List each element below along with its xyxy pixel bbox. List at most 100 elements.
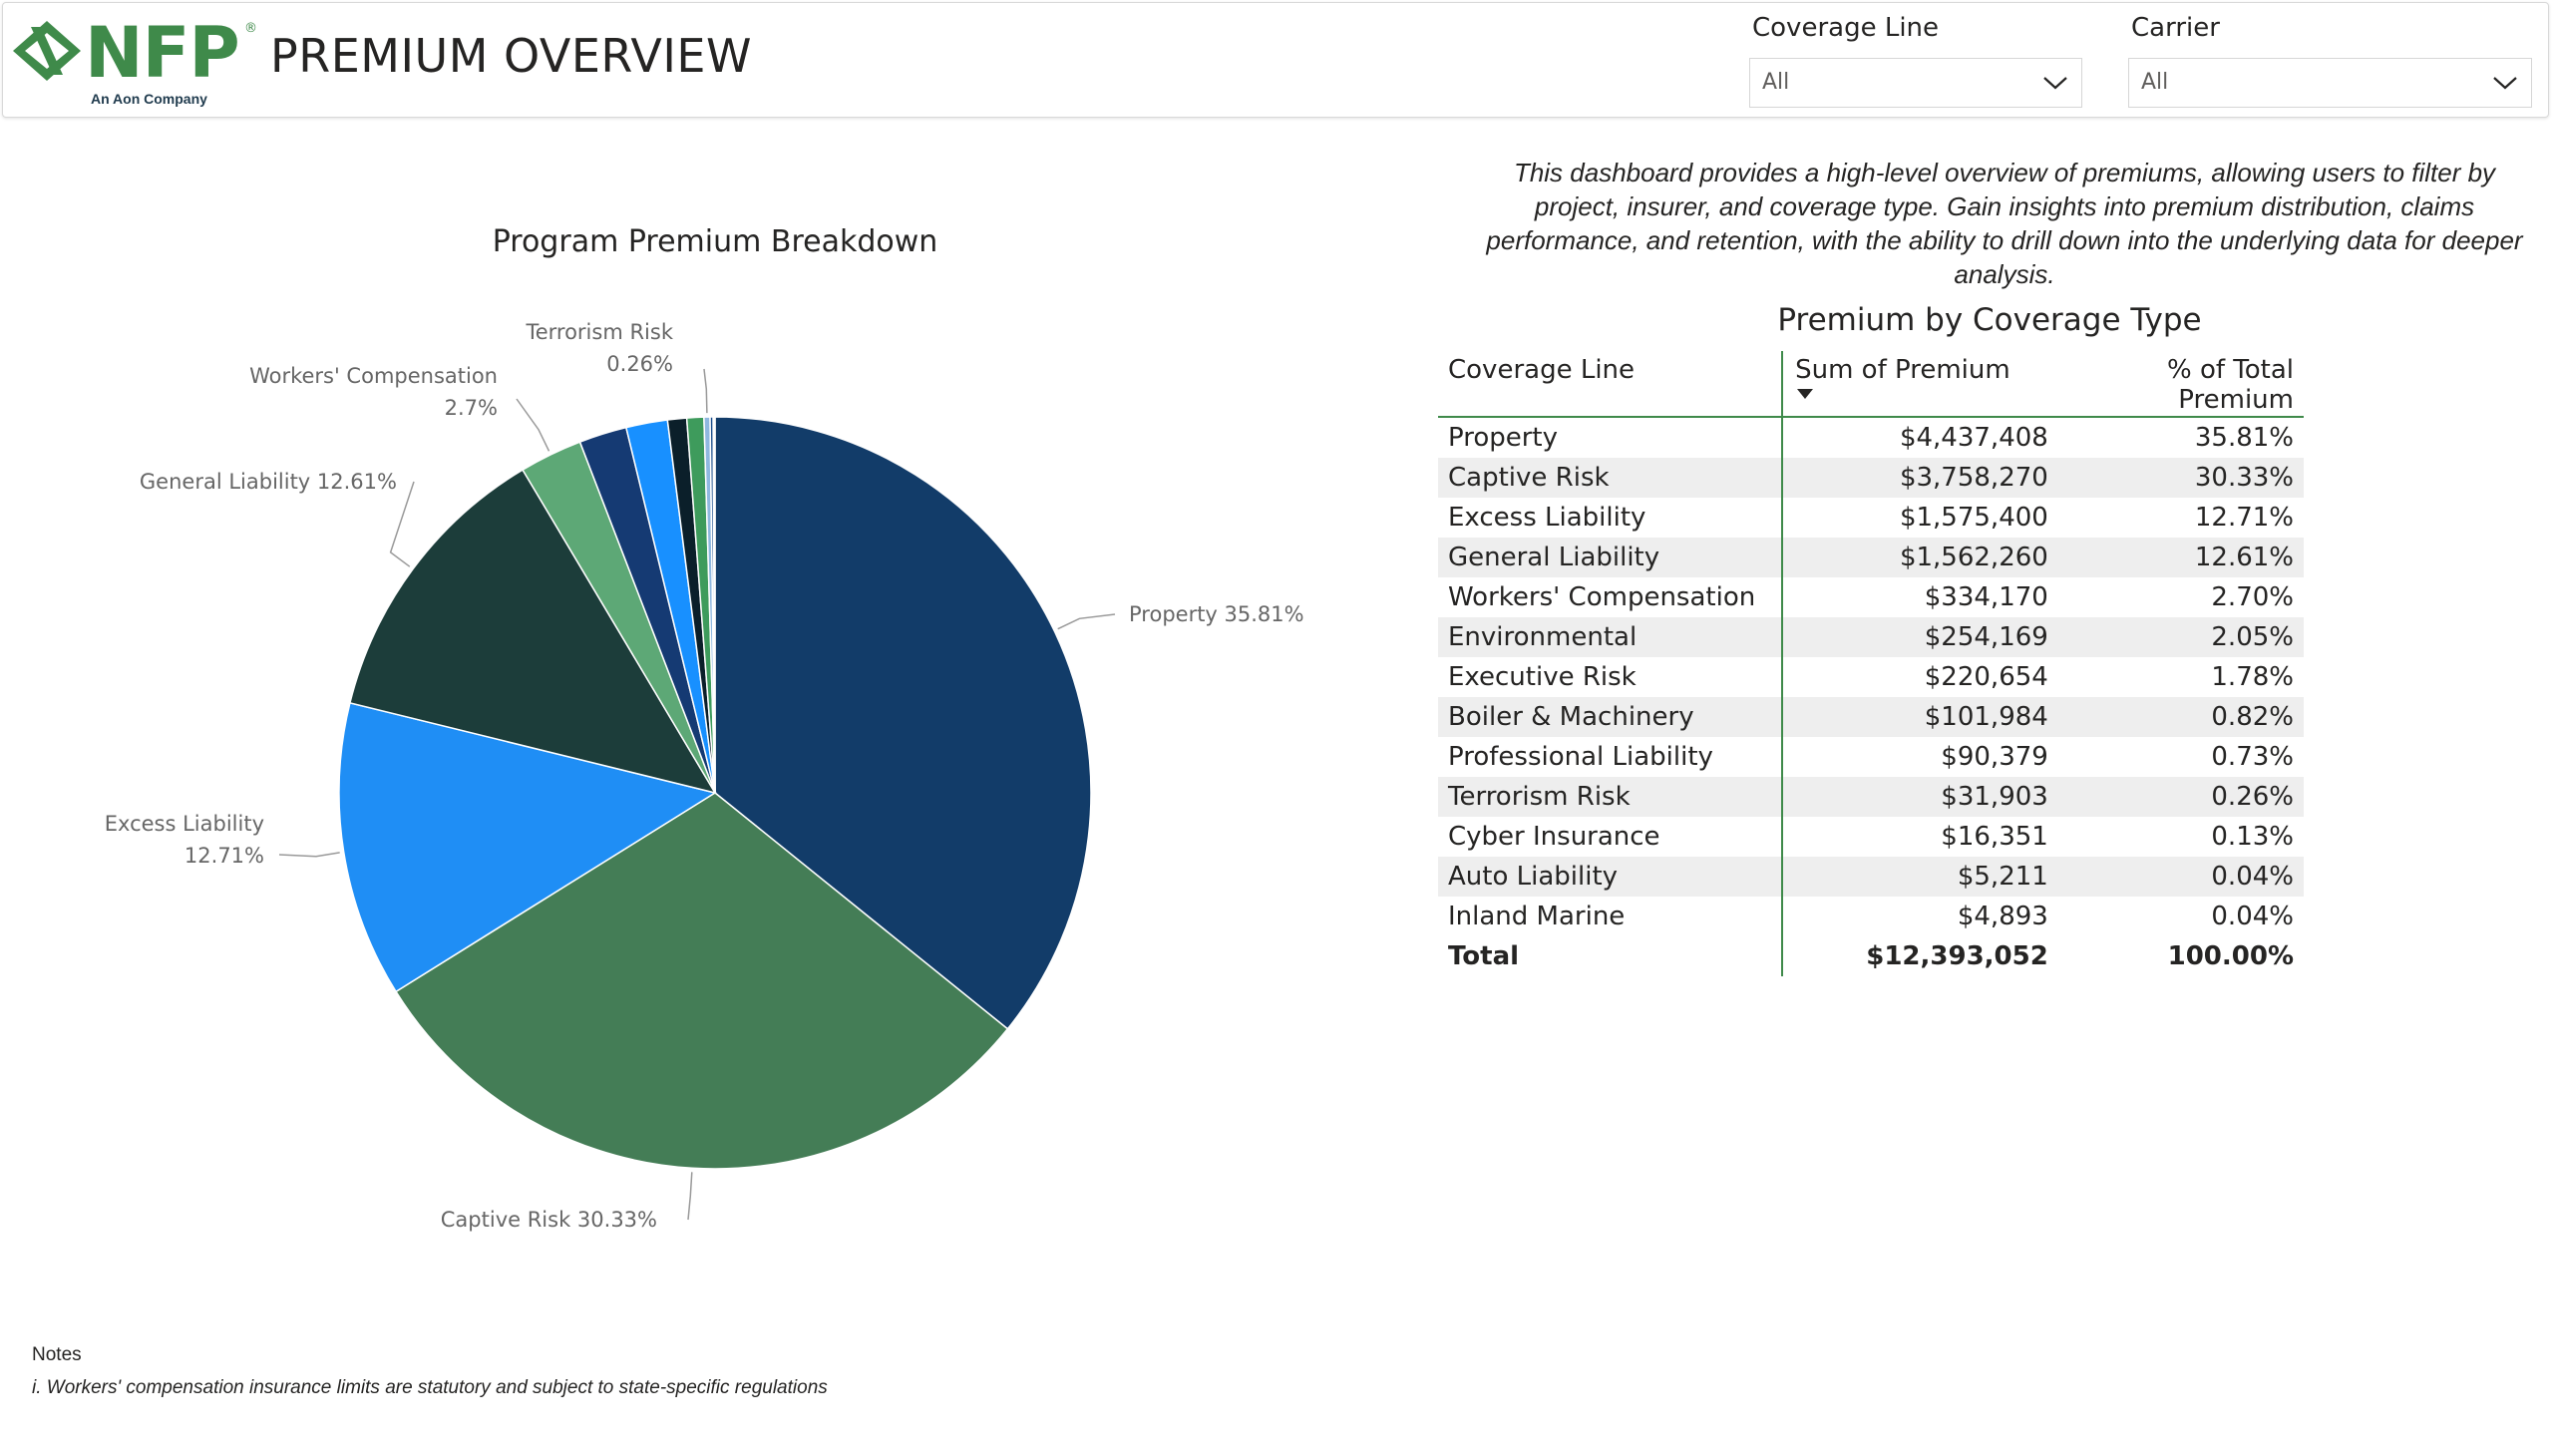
table-row[interactable]: General Liability $1,562,260 12.61% <box>1438 538 2304 577</box>
cell-coverage-line: Excess Liability <box>1438 498 1784 538</box>
coverage-line-filter-value: All <box>1762 70 1790 95</box>
leader-line <box>703 368 708 414</box>
coverage-line-filter-label: Coverage Line <box>1752 13 1940 43</box>
cell-pct-total-premium: 12.71% <box>2194 503 2294 533</box>
table-title: Premium by Coverage Type <box>1777 302 2202 338</box>
coverage-line-filter-dropdown[interactable]: All <box>1749 58 2082 108</box>
pie-labels: Property 35.81% Captive Risk 30.33% Excess… <box>105 320 1304 1232</box>
nfp-logo: NFP ® An Aon Company <box>11 13 257 111</box>
slice-label-line: 12.71% <box>184 844 264 868</box>
total-pct-total-premium: 100.00% <box>2167 941 2294 971</box>
table-row[interactable]: Captive Risk $3,758,270 30.33% <box>1438 458 2304 498</box>
leader-line <box>389 481 415 567</box>
cell-sum-of-premium: $220,654 <box>1924 662 2048 692</box>
cell-sum-of-premium: $1,575,400 <box>1899 503 2048 533</box>
slice-label: Workers' Compensation 2.7% <box>249 364 498 420</box>
cell-coverage-line: Environmental <box>1438 617 1784 657</box>
header-bar: NFP ® An Aon Company PREMIUM OVERVIEW Co… <box>2 2 2549 118</box>
table-row[interactable]: Executive Risk $220,654 1.78% <box>1438 657 2304 697</box>
sort-descending-icon <box>1797 389 1814 399</box>
leader-line <box>1057 613 1116 630</box>
cell-sum-of-premium: $4,437,408 <box>1899 423 2048 453</box>
leader-line <box>278 852 340 858</box>
slice-label-line: Workers' Compensation <box>249 364 498 388</box>
table-row[interactable]: Professional Liability $90,379 0.73% <box>1438 737 2304 777</box>
cell-sum-of-premium: $90,379 <box>1941 742 2048 772</box>
slice-label-line: 0.26% <box>606 352 673 376</box>
premium-by-coverage-table: Coverage Line Sum of Premium % of Total … <box>1438 351 2304 976</box>
column-header-sum-of-premium-label: Sum of Premium <box>1795 355 2010 385</box>
slice-label: Excess Liability 12.71% <box>105 812 264 868</box>
pie-slice-captive-risk[interactable] <box>394 792 1009 1170</box>
column-header-coverage-line[interactable]: Coverage Line <box>1438 351 1784 418</box>
cell-coverage-line: Executive Risk <box>1438 657 1784 697</box>
logo-registered-mark: ® <box>244 21 257 36</box>
cell-pct-total-premium: 2.70% <box>2211 582 2294 612</box>
cell-sum-of-premium: $1,562,260 <box>1782 538 2050 577</box>
table-row[interactable]: Inland Marine $4,893 0.04% <box>1438 897 2304 936</box>
carrier-filter-dropdown[interactable]: All <box>2128 58 2532 108</box>
column-header-pct-total-premium[interactable]: % of Total Premium <box>2049 351 2304 418</box>
cell-coverage-line: General Liability <box>1438 538 1784 577</box>
pie-slices <box>338 416 1092 1170</box>
cell-coverage-line: Terrorism Risk <box>1438 777 1784 817</box>
table-row[interactable]: Property $4,437,408 35.81% <box>1438 417 2304 458</box>
cell-pct-total-premium: 0.13% <box>2211 822 2294 852</box>
cell-pct-total-premium: 35.81% <box>2194 423 2294 453</box>
carrier-filter-label: Carrier <box>2131 13 2220 43</box>
table-row[interactable]: Cyber Insurance $16,351 0.13% <box>1438 817 2304 857</box>
pie-slice-property[interactable] <box>714 416 1092 1030</box>
slice-label: Property 35.81% <box>1129 602 1304 626</box>
total-label: Total <box>1438 936 1784 976</box>
cell-coverage-line: Workers' Compensation <box>1438 577 1784 617</box>
cell-pct-total-premium: 1.78% <box>2211 662 2294 692</box>
dashboard-description: This dashboard provides a high-level ove… <box>1486 158 2523 289</box>
pie-slice-inland-marine[interactable] <box>713 416 716 794</box>
slice-label: General Liability 12.61% <box>140 470 397 494</box>
carrier-filter-value: All <box>2141 70 2169 95</box>
chevron-down-icon <box>2043 77 2067 90</box>
table-row[interactable]: Terrorism Risk $31,903 0.26% <box>1438 777 2304 817</box>
logo-tagline: An Aon Company <box>91 91 207 107</box>
table-header-row: Coverage Line Sum of Premium % of Total … <box>1438 351 2304 418</box>
nfp-logo-mark-icon <box>13 21 81 81</box>
total-sum-of-premium: $12,393,052 <box>1866 941 2048 971</box>
slice-label: Terrorism Risk 0.26% <box>525 320 673 376</box>
notes-text: i. Workers' compensation insurance limit… <box>32 1377 828 1398</box>
pie-slice-excess-liability[interactable] <box>338 701 717 993</box>
chevron-down-icon <box>2493 77 2517 90</box>
slice-label-line: Excess Liability <box>105 812 264 836</box>
cell-sum-of-premium: $4,893 <box>1957 902 2048 931</box>
cell-sum-of-premium: $254,169 <box>1782 617 2050 657</box>
notes-title: Notes <box>32 1344 82 1365</box>
slice-label-line: 2.7% <box>445 396 498 420</box>
table-row[interactable]: Workers' Compensation $334,170 2.70% <box>1438 577 2304 617</box>
cell-coverage-line: Captive Risk <box>1438 458 1784 498</box>
table-row[interactable]: Environmental $254,169 2.05% <box>1438 617 2304 657</box>
cell-coverage-line: Professional Liability <box>1438 737 1784 777</box>
table-row[interactable]: Auto Liability $5,211 0.04% <box>1438 857 2304 897</box>
table-body: Property $4,437,408 35.81% Captive Risk $3,7… <box>1438 417 2304 976</box>
cell-sum-of-premium: $5,211 <box>1782 857 2050 897</box>
cell-coverage-line: Boiler & Machinery <box>1438 697 1784 737</box>
table-row[interactable]: Excess Liability $1,575,400 12.71% <box>1438 498 2304 538</box>
cell-sum-of-premium: $101,984 <box>1782 697 2050 737</box>
cell-pct-total-premium: 0.73% <box>2211 742 2294 772</box>
table-total-row: Total $12,393,052 100.00% <box>1438 936 2304 976</box>
cell-pct-total-premium: 12.61% <box>2049 538 2304 577</box>
cell-sum-of-premium: $31,903 <box>1782 777 2050 817</box>
cell-pct-total-premium: 2.05% <box>2049 617 2304 657</box>
slice-label: Captive Risk 30.33% <box>441 1208 657 1232</box>
premium-pie-chart: Property 35.81% Captive Risk 30.33% Excess… <box>105 320 1304 1232</box>
cell-coverage-line: Inland Marine <box>1438 897 1784 936</box>
cell-pct-total-premium: 0.26% <box>2049 777 2304 817</box>
table-row[interactable]: Boiler & Machinery $101,984 0.82% <box>1438 697 2304 737</box>
column-header-sum-of-premium[interactable]: Sum of Premium <box>1782 351 2050 418</box>
cell-sum-of-premium: $16,351 <box>1941 822 2048 852</box>
logo-wordmark: NFP <box>85 12 240 94</box>
cell-coverage-line: Cyber Insurance <box>1438 817 1784 857</box>
cell-pct-total-premium: 0.82% <box>2049 697 2304 737</box>
cell-pct-total-premium: 30.33% <box>2049 458 2304 498</box>
pie-slice-general-liability[interactable] <box>349 469 717 795</box>
cell-sum-of-premium: $3,758,270 <box>1782 458 2050 498</box>
